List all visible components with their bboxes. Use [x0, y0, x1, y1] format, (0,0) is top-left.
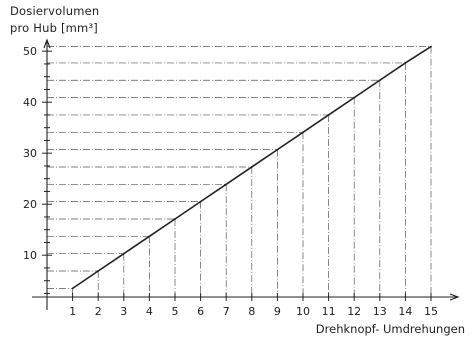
x-tick-label: 12	[347, 305, 361, 318]
y-tick-label: 20	[23, 198, 37, 211]
x-tick-label: 13	[373, 305, 387, 318]
data-point	[276, 148, 279, 151]
data-point	[225, 183, 228, 186]
x-tick-label: 4	[146, 305, 153, 318]
data-point	[378, 79, 381, 82]
guide-lines	[47, 46, 432, 297]
axes	[32, 38, 460, 310]
x-tick-label: 3	[120, 305, 127, 318]
x-tick-label: 14	[398, 305, 412, 318]
y-axis-label-line-2: pro Hub [mm³]	[10, 21, 98, 35]
y-tick-label: 40	[23, 96, 37, 109]
x-tick-label: 9	[274, 305, 281, 318]
x-tick-label: 6	[197, 305, 204, 318]
x-tick-label: 2	[95, 305, 102, 318]
x-tick-label: 5	[172, 305, 179, 318]
y-tick-label: 30	[23, 147, 37, 160]
data-point	[404, 62, 407, 64]
x-tick-label: 8	[248, 305, 255, 318]
y-axis-label-line-1: Dosiervolumen	[10, 4, 100, 18]
data-point	[302, 131, 304, 134]
x-axis-arrow	[449, 293, 460, 301]
y-tick-label: 50	[23, 45, 37, 58]
x-tick-label: 1	[69, 305, 76, 318]
data-point	[250, 166, 253, 168]
y-axis-arrow	[43, 38, 51, 49]
data-point	[174, 218, 176, 220]
x-tick-label: 11	[322, 305, 336, 318]
data-point	[430, 45, 432, 48]
data-point	[122, 252, 125, 255]
series-line-group	[71, 45, 432, 290]
x-axis-label: Drehknopf- Umdrehungen	[315, 322, 465, 336]
data-point	[71, 287, 74, 290]
data-point	[353, 96, 356, 99]
data-point	[327, 114, 330, 116]
x-tick-label: 15	[424, 305, 438, 318]
data-point	[97, 270, 100, 272]
x-tick-label: 7	[223, 305, 230, 318]
data-point	[199, 200, 202, 203]
y-tick-label: 10	[23, 249, 37, 262]
x-tick-label: 10	[296, 305, 310, 318]
data-point	[148, 235, 151, 238]
